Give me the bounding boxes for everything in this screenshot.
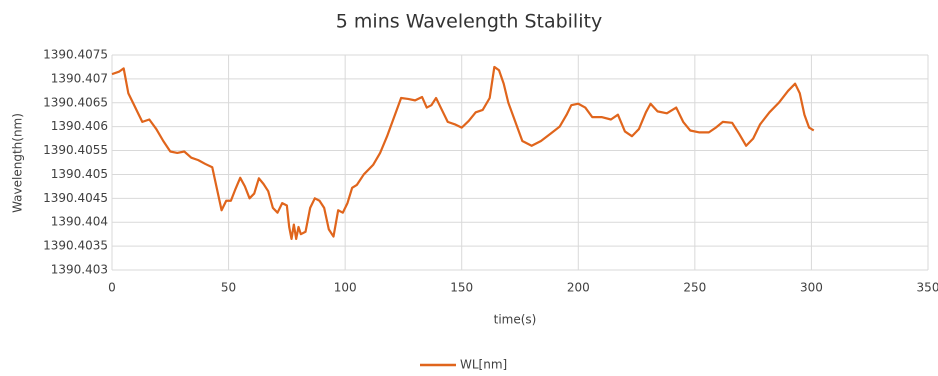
y-tick-label: 1390.407 xyxy=(51,71,108,85)
x-tick-label: 350 xyxy=(917,281,938,295)
y-tick-label: 1390.4065 xyxy=(43,95,108,109)
x-tick-label: 300 xyxy=(800,281,823,295)
y-tick-label: 1390.403 xyxy=(51,263,108,277)
x-tick-label: 0 xyxy=(108,281,116,295)
data-line xyxy=(111,65,815,241)
chart-title: 5 mins Wavelength Stability xyxy=(336,11,602,33)
x-tick-label: 200 xyxy=(567,281,590,295)
y-tick-label: 1390.4055 xyxy=(43,143,108,157)
y-tick-label: 1390.4035 xyxy=(43,239,108,253)
y-tick-label: 1390.406 xyxy=(51,119,108,133)
y-tick-label: 1390.405 xyxy=(51,167,108,181)
y-axis-label: Wavelength(nm) xyxy=(11,113,25,213)
y-tick-label: 1390.404 xyxy=(51,215,108,229)
x-tick-label: 50 xyxy=(221,281,236,295)
legend-label: WL[nm] xyxy=(460,358,507,372)
x-tick-label: 250 xyxy=(683,281,706,295)
x-tick-label: 100 xyxy=(334,281,357,295)
y-tick-label: 1390.4075 xyxy=(43,48,108,62)
x-axis-label: time(s) xyxy=(494,313,537,327)
y-tick-label: 1390.4045 xyxy=(43,191,108,205)
x-tick-label: 150 xyxy=(450,281,473,295)
